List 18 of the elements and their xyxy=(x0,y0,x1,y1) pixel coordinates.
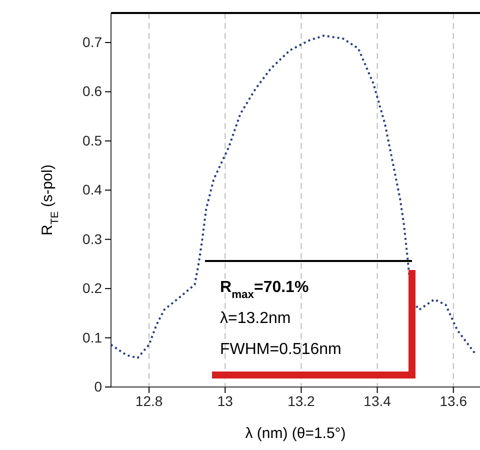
y-tick-label: 0.6 xyxy=(82,83,102,100)
annotation: FWHM=0.516nm xyxy=(220,341,342,358)
y-tick-label: 0 xyxy=(94,378,102,394)
y-tick-label: 0.3 xyxy=(82,230,102,247)
annotation: λ=13.2nm xyxy=(220,310,291,327)
x-tick-label: 13.4 xyxy=(364,392,392,409)
x-tick-label: 13.6 xyxy=(440,392,468,409)
x-axis-title: λ (nm) (θ=1.5°) xyxy=(245,425,346,442)
line-series xyxy=(110,34,478,359)
y-tick-label: 0.2 xyxy=(82,280,102,296)
y-tick-label: 0.5 xyxy=(82,132,102,148)
y-tick-label: 0.1 xyxy=(82,329,102,346)
x-tick-label: 13 xyxy=(217,392,234,409)
x-tick-label: 12.8 xyxy=(135,392,163,409)
y-tick-label: 0.4 xyxy=(82,182,102,198)
x-tick-label: 13.2 xyxy=(288,392,316,409)
annotation: R$_{max}$=70.1% xyxy=(220,279,309,301)
y-tick-label: 0.7 xyxy=(82,34,102,50)
